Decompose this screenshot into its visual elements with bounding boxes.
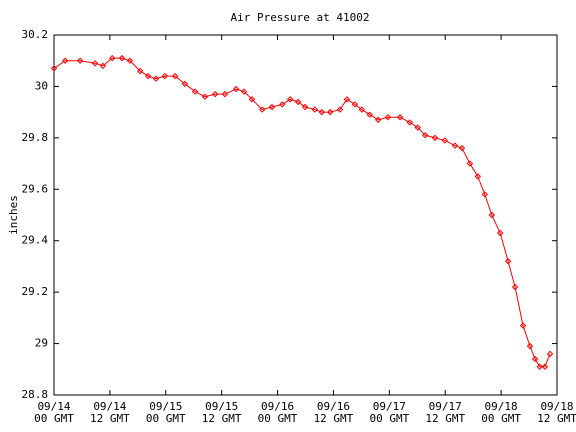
point — [161, 72, 169, 80]
point — [191, 88, 199, 95]
point — [504, 258, 512, 265]
point — [211, 90, 219, 98]
y-tick-label: 30.2 — [22, 28, 49, 41]
point — [358, 106, 366, 113]
point — [61, 57, 69, 64]
x-tick-label: 09/18 00 GMT — [481, 400, 521, 425]
point — [286, 96, 294, 103]
line — [53, 57, 551, 368]
point — [488, 211, 496, 219]
point — [384, 114, 392, 121]
point — [301, 103, 309, 111]
point — [279, 101, 286, 108]
point — [232, 85, 240, 93]
point — [221, 90, 229, 98]
point — [109, 54, 116, 62]
point — [496, 229, 504, 237]
y-tick-label: 29.8 — [22, 131, 49, 144]
point — [152, 75, 160, 82]
x-tick-label: 09/14 12 GMT — [90, 400, 130, 425]
x-tick-label: 09/16 12 GMT — [313, 400, 354, 425]
chart-title: Air Pressure at 41002 — [230, 11, 369, 24]
point — [326, 108, 334, 116]
point — [374, 116, 382, 124]
y-tick-label: 30 — [35, 79, 48, 92]
point — [414, 124, 421, 131]
plot-frame — [53, 34, 558, 396]
point — [50, 65, 58, 72]
point — [531, 355, 539, 363]
point — [294, 98, 302, 106]
point — [99, 62, 107, 70]
point — [136, 67, 144, 75]
point — [240, 88, 248, 95]
y-tick-label: 29.4 — [22, 234, 49, 247]
point — [541, 363, 549, 370]
point — [76, 57, 84, 64]
x-tick-label: 09/14 00 GMT — [34, 400, 74, 425]
point — [451, 142, 459, 149]
point — [144, 72, 152, 80]
x-tick-label: 09/16 00 GMT — [257, 400, 298, 425]
point — [343, 96, 351, 103]
point — [481, 191, 489, 198]
point — [406, 119, 414, 126]
point — [458, 144, 466, 152]
point — [318, 108, 326, 116]
point — [441, 137, 448, 144]
point — [466, 160, 474, 167]
point — [126, 57, 134, 64]
point — [171, 72, 179, 80]
point — [536, 363, 543, 370]
point — [118, 54, 126, 62]
point — [396, 114, 404, 121]
x-tick-label: 09/17 12 GMT — [425, 400, 466, 425]
point — [519, 322, 527, 329]
point — [431, 134, 439, 142]
point — [546, 350, 554, 358]
point — [351, 101, 359, 108]
point — [336, 106, 344, 113]
point — [511, 283, 519, 291]
x-tick-label: 09/17 00 GMT — [369, 400, 410, 425]
y-tick-label: 29.6 — [22, 182, 49, 195]
point — [268, 103, 276, 111]
y-tick-label: 28.8 — [22, 388, 49, 401]
point — [248, 96, 256, 103]
point — [181, 80, 189, 88]
point — [201, 93, 209, 100]
point — [526, 342, 534, 350]
x-tick-label: 09/15 00 GMT — [145, 400, 186, 425]
x-tick-label: 09/18 12 GMT — [537, 400, 576, 425]
point — [91, 60, 99, 67]
x-tick-label: 09/15 12 GMT — [201, 400, 242, 425]
point — [421, 132, 429, 139]
point — [474, 173, 482, 180]
y-axis-label: inches — [7, 195, 20, 235]
y-tick-label: 29.2 — [22, 285, 49, 298]
point — [311, 106, 319, 113]
y-tick-label: 29 — [35, 337, 48, 350]
point — [366, 111, 373, 118]
point — [258, 106, 266, 113]
